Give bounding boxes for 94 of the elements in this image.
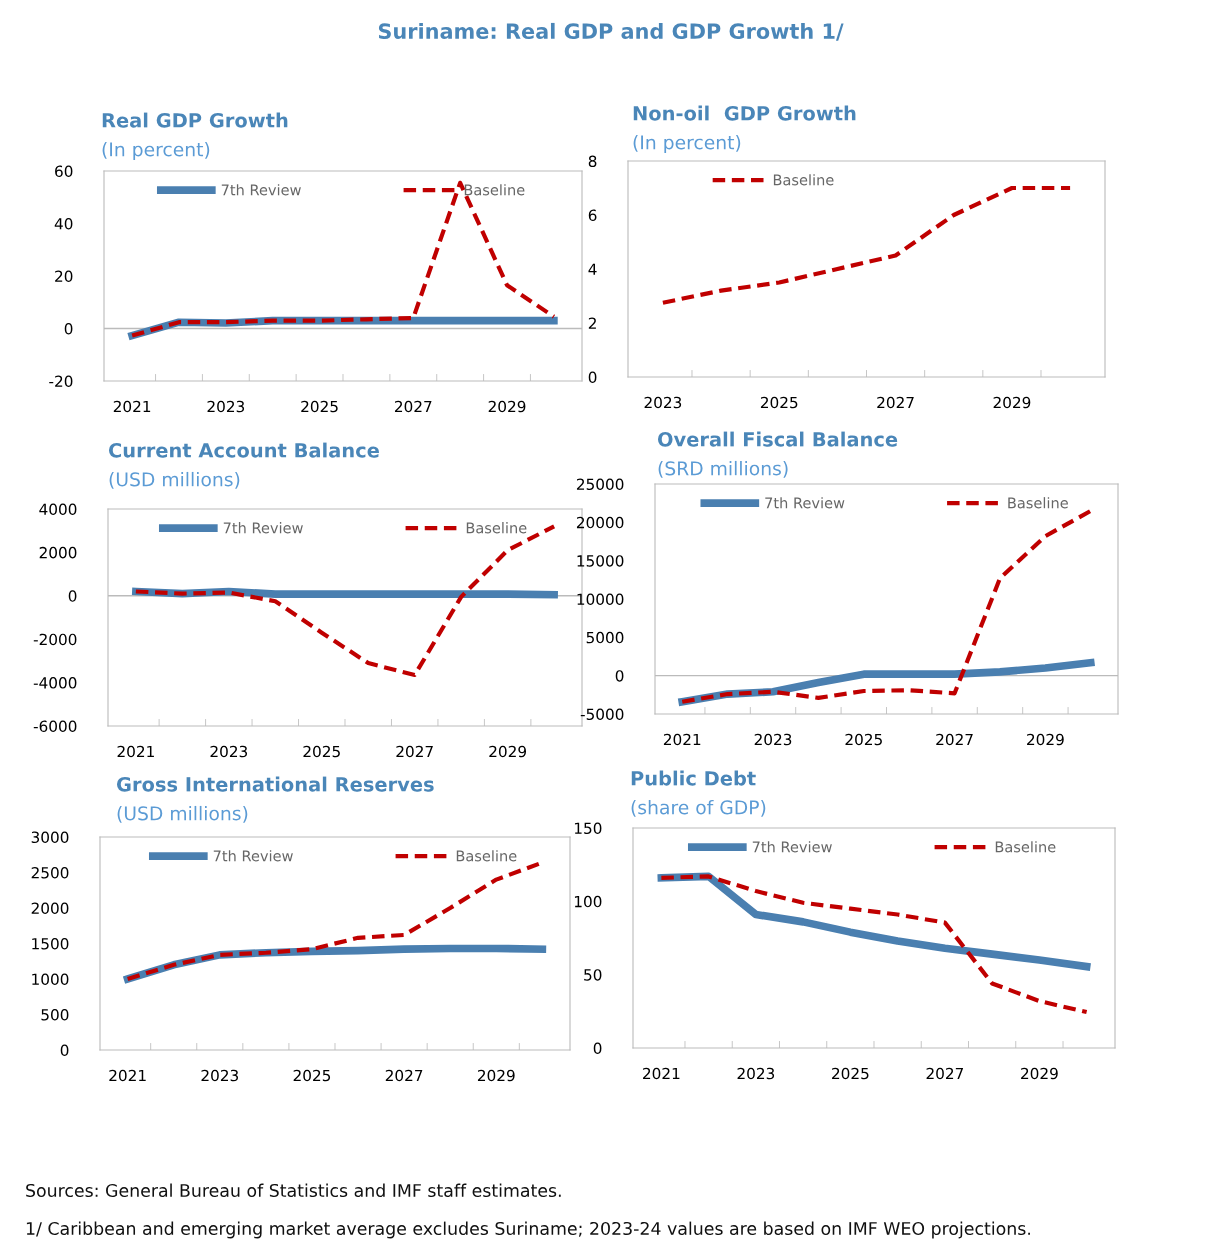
chart-subtitle: (In percent)	[102, 141, 210, 161]
legend-label: Baseline	[464, 184, 525, 196]
x-tick-label: 2023	[207, 400, 245, 413]
legend-label: Baseline	[466, 522, 527, 534]
y-tick-label: 0	[60, 1044, 69, 1057]
legend-label: 7th Review	[221, 184, 301, 196]
chart-title: Public Debt	[631, 770, 756, 786]
y-tick-label: 6	[588, 209, 597, 222]
y-tick-label: 8	[588, 155, 597, 168]
x-tick-label: 2027	[394, 400, 432, 413]
x-tick-label: 2025	[832, 1067, 869, 1080]
legend-label: 7th Review	[765, 497, 845, 509]
chart-title: Non-oil GDP Growth	[633, 105, 856, 121]
x-tick-label: 2027	[877, 396, 914, 409]
chart-title: Current Account Balance	[108, 442, 379, 458]
line-series	[660, 185, 1073, 305]
y-tick-label: 1500	[32, 937, 69, 950]
x-tick-label: 2029	[993, 396, 1031, 409]
y-tick-label: 0	[593, 1042, 602, 1055]
y-tick-label: 2500	[31, 866, 69, 879]
y-tick-label: 4	[588, 263, 597, 275]
x-tick-label: 2029	[488, 400, 526, 413]
x-tick-label: 2027	[936, 733, 973, 746]
legend-label: 7th Review	[223, 522, 303, 534]
y-tick-label: 10000	[577, 593, 624, 606]
y-tick-label: 3000	[31, 831, 69, 844]
y-tick-label: -4000	[33, 677, 77, 689]
legend-label: Baseline	[1008, 497, 1068, 509]
x-tick-label: 2025	[845, 733, 882, 746]
text: Suriname: Real GDP and GDP Growth 1/	[378, 22, 844, 41]
x-tick-label: 2021	[109, 1069, 146, 1082]
line-series	[133, 524, 557, 678]
x-tick-label: 2029	[1021, 1067, 1058, 1080]
chart-title: Real GDP Growth	[102, 112, 288, 128]
text: 1/ Caribbean and emerging market average excludes Suriname; 2023-24 values are based on IMF WEO projections.	[26, 1221, 1030, 1239]
chart-subtitle: (USD millions)	[117, 805, 248, 823]
x-tick-label: 2027	[385, 1069, 423, 1082]
x-tick-label: 2023	[210, 745, 248, 758]
y-tick-label: 500	[41, 1008, 69, 1021]
line-series	[130, 180, 556, 338]
x-tick-label: 2027	[926, 1067, 964, 1080]
chart-title: Gross International Reserves	[116, 776, 434, 792]
x-tick-label: 2029	[489, 745, 527, 758]
x-tick-label: 2027	[396, 745, 433, 758]
y-tick-label: 2000	[31, 902, 69, 915]
x-tick-label: 2021	[643, 1067, 680, 1080]
x-tick-label: 2023	[754, 733, 792, 746]
y-tick-label: 1000	[32, 973, 69, 986]
y-tick-label: 20	[55, 270, 73, 283]
y-tick-label: 0	[64, 322, 73, 335]
x-tick-label: 2021	[113, 400, 151, 413]
y-tick-label: 4000	[39, 503, 77, 516]
y-tick-label: -5000	[580, 708, 624, 721]
chart-subtitle: (share of GDP)	[631, 799, 766, 817]
legend-label: 7th Review	[752, 841, 832, 853]
line-series	[659, 874, 1089, 1015]
y-tick-label: 0	[68, 590, 77, 602]
x-tick-label: 2025	[293, 1069, 331, 1082]
y-tick-label: 2000	[39, 546, 77, 559]
y-tick-label: -2000	[33, 633, 77, 646]
y-tick-label: 25000	[576, 478, 624, 491]
x-tick-label: 2025	[760, 396, 798, 409]
legend-label: 7th Review	[213, 850, 293, 862]
x-tick-label: 2023	[201, 1069, 239, 1082]
source-note: Sources: General Bureau of Statistics and IMF staff estimates.	[26, 1183, 561, 1198]
y-tick-label: 50	[584, 969, 602, 981]
x-tick-label: 2023	[644, 396, 682, 409]
chart-subtitle: (USD millions)	[109, 471, 240, 489]
y-tick-label: 15000	[577, 555, 624, 567]
x-tick-label: 2021	[663, 733, 701, 746]
legend-label: Baseline	[995, 841, 1056, 853]
chart-title: Overall Fiscal Balance	[657, 431, 898, 447]
x-tick-label: 2025	[303, 745, 340, 758]
y-tick-label: -6000	[33, 720, 77, 733]
legend-label: Baseline	[456, 850, 517, 862]
y-tick-label: 40	[54, 217, 73, 230]
line-series	[680, 508, 1093, 704]
chart-subtitle: (In percent)	[633, 134, 741, 154]
y-tick-label: -20	[49, 375, 73, 388]
chart-subtitle: (SRD millions)	[658, 460, 788, 478]
y-tick-label: 2	[588, 317, 596, 329]
x-tick-label: 2025	[301, 400, 338, 413]
y-tick-label: 60	[55, 165, 73, 178]
x-tick-label: 2023	[737, 1067, 775, 1080]
y-tick-label: 0	[615, 670, 624, 682]
y-tick-label: 0	[588, 371, 597, 384]
legend-label: Baseline	[773, 174, 834, 186]
x-tick-label: 2021	[117, 745, 154, 758]
y-tick-label: 150	[574, 822, 602, 835]
y-tick-label: 5000	[586, 631, 624, 644]
x-tick-label: 2029	[477, 1069, 515, 1082]
y-tick-label: 20000	[576, 516, 624, 529]
x-tick-label: 2029	[1027, 733, 1064, 746]
y-tick-label: 100	[574, 895, 602, 908]
